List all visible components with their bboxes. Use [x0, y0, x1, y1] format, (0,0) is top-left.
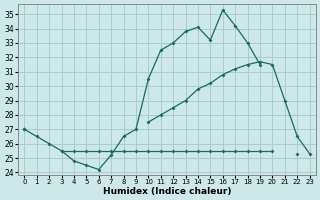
X-axis label: Humidex (Indice chaleur): Humidex (Indice chaleur)	[103, 187, 231, 196]
